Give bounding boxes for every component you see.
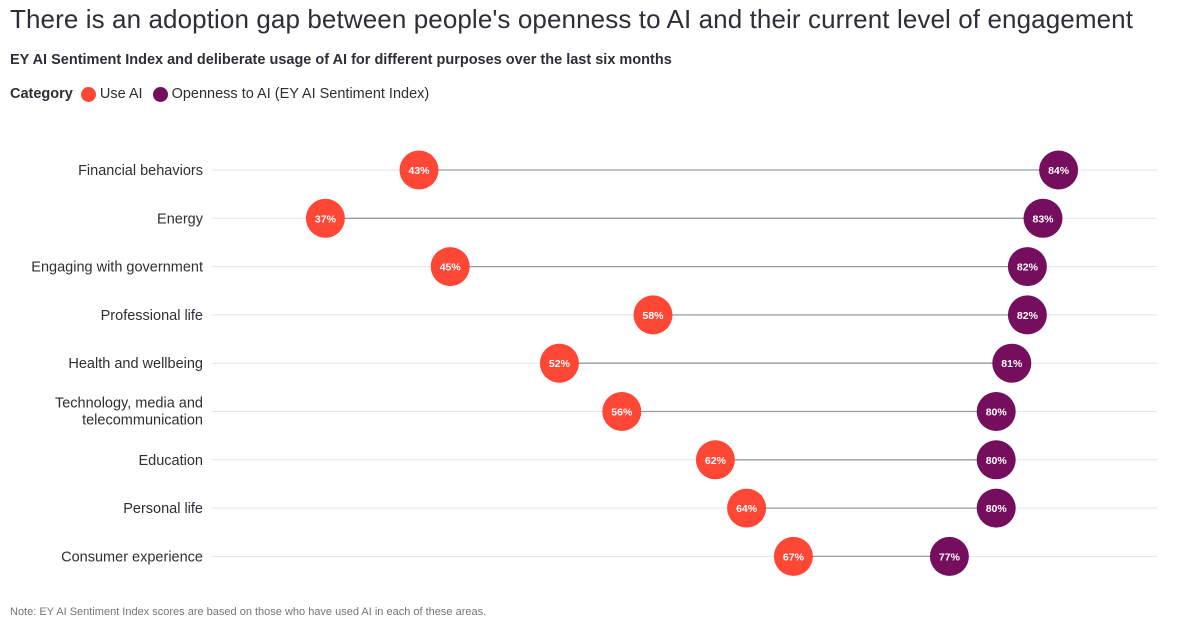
dot-label-openness-education: 80% [986,455,1008,467]
dot-openness-engaging-with-government [1007,247,1047,287]
dot-openness-professional-life [1007,295,1047,335]
legend-entry-openness[interactable]: Openness to AI (EY AI Sentiment Index) [152,86,430,102]
chart-title: There is an adoption gap between people'… [10,4,1134,34]
category-label-engaging-with-government: Engaging with government [31,260,203,276]
dot-openness-health-and-wellbeing [992,343,1032,383]
dot-label-openness-technology-media-and-telecommunication: 80% [986,407,1008,419]
legend-entry-use-ai[interactable]: Use AI [80,86,143,102]
legend-swatch-use-ai [80,86,96,102]
dot-use-ai-technology-media-and-telecommunication [602,392,642,431]
dot-use-ai-education [695,440,735,480]
dot-openness-consumer-experience [929,536,969,576]
dot-label-openness-consumer-experience: 77% [939,551,961,563]
dot-label-use-ai-energy: 37% [315,213,337,225]
dot-label-openness-health-and-wellbeing: 81% [1001,358,1023,370]
category-label-health-and-wellbeing: Health and wellbeing [68,356,203,372]
dot-label-use-ai-health-and-wellbeing: 52% [549,358,571,370]
dot-label-use-ai-consumer-experience: 67% [783,551,805,563]
category-label-financial-behaviors: Financial behaviors [78,163,203,179]
chart-subtitle: EY AI Sentiment Index and deliberate usa… [10,52,672,68]
dot-label-openness-personal-life: 80% [986,503,1008,515]
category-label-energy: Energy [157,211,204,227]
dot-use-ai-professional-life [633,295,673,335]
dot-openness-technology-media-and-telecommunication [976,392,1016,431]
dot-label-use-ai-education: 62% [705,455,727,467]
dot-label-use-ai-technology-media-and-telecommunication: 56% [611,407,633,419]
dot-label-openness-energy: 83% [1032,213,1054,225]
category-label-consumer-experience: Consumer experience [61,549,203,565]
legend: Category Use AI Openness to AI (EY AI Se… [10,86,439,102]
dot-use-ai-health-and-wellbeing [539,343,579,383]
category-label-personal-life: Personal life [123,501,203,517]
dumbbell-chart: Financial behaviors 43% 84% Energy 37% 83% Eng… [31,150,1157,576]
dot-use-ai-personal-life [727,488,767,528]
dot-openness-financial-behaviors [1039,150,1079,190]
legend-title: Category [10,86,73,102]
dot-use-ai-energy [305,198,345,238]
dot-use-ai-financial-behaviors [399,150,439,190]
legend-label-openness: Openness to AI (EY AI Sentiment Index) [171,86,430,102]
dot-label-openness-engaging-with-government: 82% [1017,262,1039,274]
legend-swatch-openness [152,86,168,102]
dot-label-use-ai-personal-life: 64% [736,503,758,515]
dot-openness-personal-life [976,488,1016,528]
legend-label-use-ai: Use AI [99,86,143,102]
dot-label-use-ai-financial-behaviors: 43% [408,165,430,177]
dot-use-ai-engaging-with-government [430,247,470,287]
dot-openness-education [976,440,1016,480]
dot-openness-energy [1023,198,1063,238]
dot-label-use-ai-engaging-with-government: 45% [440,262,462,274]
dot-label-use-ai-professional-life: 58% [642,310,664,322]
footnote: Note: EY AI Sentiment Index scores are b… [10,606,487,618]
dot-label-openness-financial-behaviors: 84% [1048,165,1070,177]
category-label-professional-life: Professional life [101,308,203,324]
dot-use-ai-consumer-experience [773,536,813,576]
dot-label-openness-professional-life: 82% [1017,310,1039,322]
category-label-education: Education [139,453,204,469]
category-label-technology-media-and-telecommunication: Technology, media and telecommunication [55,396,203,429]
